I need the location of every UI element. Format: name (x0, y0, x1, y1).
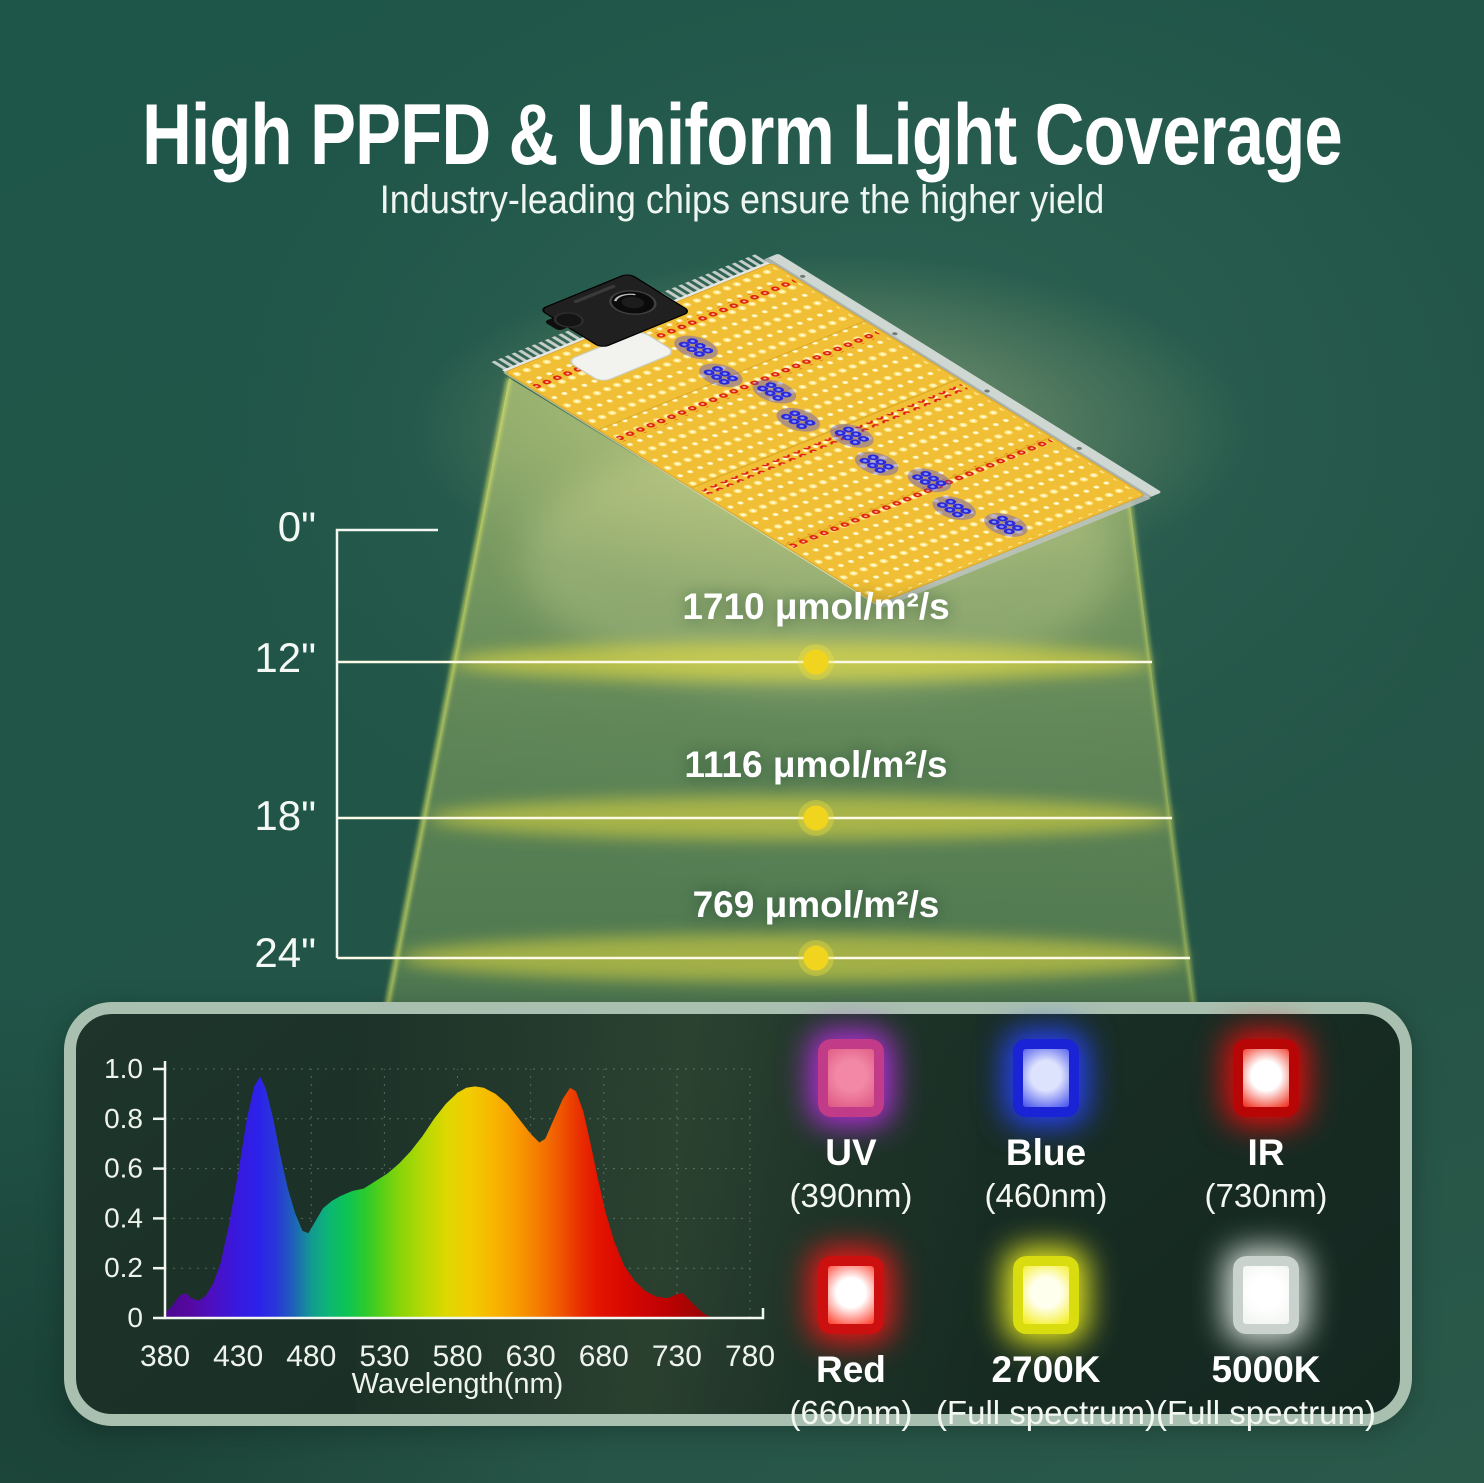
svg-text:0.6: 0.6 (104, 1153, 143, 1184)
svg-text:0.8: 0.8 (104, 1103, 143, 1134)
svg-text:630: 630 (506, 1340, 556, 1373)
chip-detail: (460nm) (984, 1176, 1108, 1214)
svg-text:0.4: 0.4 (104, 1202, 143, 1233)
ruler-axis (335, 528, 438, 958)
svg-text:380: 380 (140, 1340, 190, 1373)
svg-text:530: 530 (359, 1340, 409, 1373)
ruler-label-0in: 0" (277, 503, 316, 550)
ir-chip-swatch (1232, 1039, 1299, 1117)
svg-text:0.2: 0.2 (104, 1252, 143, 1283)
led-chip-ir: IR (730nm) (1204, 1039, 1328, 1214)
led-chip-blue: Blue (460nm) (984, 1039, 1108, 1214)
blue-led-clusters (674, 335, 1028, 537)
chip-detail: (390nm) (789, 1176, 913, 1214)
led-chip-red: Red (660nm) (789, 1255, 913, 1431)
2700k-chip-swatch (1012, 1255, 1079, 1334)
led-chip-legend: UV (390nm) Blue (460nm) IR (730nm) Red (… (766, 1039, 1376, 1431)
ppfd-value-12in: 1710 μmol/m²/s (682, 586, 950, 627)
chip-name: 5000K (1211, 1348, 1321, 1390)
red-led-row (786, 437, 1054, 548)
uv-chip-swatch (817, 1039, 884, 1117)
spectrum-chart: 0 0.2 0.4 0.6 0.8 1.0 380 430 480 530 580 630 680 730… (104, 1053, 775, 1400)
chip-name: 2700K (991, 1348, 1101, 1390)
ruler-label-12in: 12" (254, 634, 316, 681)
led-chip-2700k: 2700K (Full spectrum) (935, 1255, 1156, 1431)
led-chip-uv: UV (390nm) (789, 1039, 913, 1214)
svg-text:0: 0 (127, 1302, 143, 1333)
ppfd-value-18in: 1116 μmol/m²/s (684, 744, 948, 785)
dimmer-control-box (542, 274, 688, 347)
ruler-label-24in: 24" (254, 929, 316, 976)
5000k-chip-swatch (1232, 1255, 1299, 1334)
blue-chip-swatch (1012, 1039, 1079, 1117)
page-title: High PPFD & Uniform Light Coverage (142, 87, 1343, 183)
chip-name: IR (1247, 1132, 1285, 1173)
svg-text:580: 580 (432, 1340, 482, 1373)
spectrum-panel: 0 0.2 0.4 0.6 0.8 1.0 380 430 480 530 580 630 680 730… (64, 1002, 1412, 1430)
chip-name: Blue (1005, 1132, 1087, 1173)
chip-detail: (Full spectrum) (935, 1393, 1156, 1431)
chip-detail: (660nm) (789, 1393, 913, 1431)
red-led-row (701, 384, 969, 495)
svg-text:Wavelength(nm): Wavelength(nm) (352, 1368, 564, 1400)
svg-text:780: 780 (725, 1340, 775, 1373)
frame-rail (764, 254, 1161, 498)
red-led-row (615, 330, 883, 442)
svg-text:730: 730 (652, 1340, 702, 1373)
distance-ruler (335, 528, 1190, 960)
chip-detail: (Full spectrum) (1155, 1393, 1376, 1431)
measurement-dots (798, 644, 834, 976)
svg-text:680: 680 (579, 1340, 629, 1373)
chip-detail: (730nm) (1204, 1176, 1328, 1214)
led-chip-5000k: 5000K (Full spectrum) (1155, 1255, 1376, 1431)
svg-text:480: 480 (286, 1340, 336, 1373)
ruler-label-18in: 18" (254, 792, 316, 839)
page-subtitle: Industry-leading chips ensure the higher… (379, 178, 1105, 222)
red-chip-swatch (817, 1255, 884, 1334)
chip-name: UV (825, 1132, 877, 1173)
svg-text:1.0: 1.0 (104, 1053, 143, 1084)
chip-name: Red (816, 1348, 886, 1390)
ppfd-value-24in: 769 μmol/m²/s (692, 884, 940, 925)
svg-text:430: 430 (213, 1340, 263, 1373)
grow-light-image (410, 253, 1250, 608)
